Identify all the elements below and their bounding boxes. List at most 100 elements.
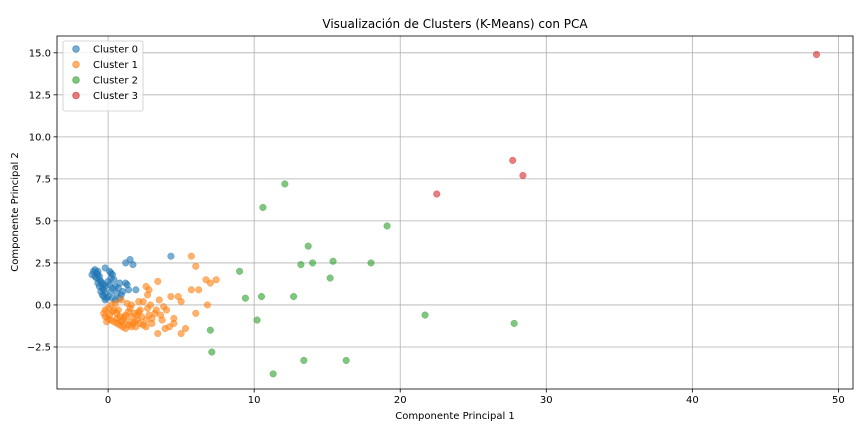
x-tick-label: 40 <box>686 395 699 406</box>
data-point <box>187 252 195 260</box>
data-point <box>123 318 131 326</box>
data-point <box>103 318 111 326</box>
data-point <box>342 356 350 364</box>
data-point <box>253 316 261 324</box>
data-point <box>433 190 441 198</box>
data-point <box>290 292 298 301</box>
legend-label: Cluster 1 <box>93 60 138 71</box>
data-point <box>144 291 152 299</box>
data-point <box>167 252 175 260</box>
x-tick-label: 0 <box>105 395 111 406</box>
data-point <box>135 298 143 306</box>
data-point <box>129 261 137 269</box>
chart-title: Visualización de Clusters (K-Means) con … <box>322 17 588 31</box>
data-point <box>161 324 169 333</box>
legend-marker <box>72 76 80 84</box>
data-point <box>195 286 203 294</box>
data-point <box>208 348 216 356</box>
y-tick-label: 2.5 <box>35 258 51 269</box>
data-point <box>110 276 118 284</box>
data-point <box>111 299 119 307</box>
data-point <box>132 323 140 331</box>
data-point <box>329 257 337 265</box>
data-point <box>142 282 150 291</box>
data-point <box>154 329 162 338</box>
data-point <box>206 326 214 334</box>
data-point <box>113 314 121 322</box>
y-tick-label: −2.5 <box>27 342 51 353</box>
plot-frame <box>56 35 854 390</box>
data-point <box>155 296 163 304</box>
legend-marker <box>72 60 80 69</box>
data-point <box>510 319 518 327</box>
data-points <box>88 50 821 378</box>
data-point <box>206 279 214 287</box>
data-point <box>304 242 312 250</box>
data-point <box>167 292 175 301</box>
data-point <box>259 203 267 212</box>
x-tick-label: 30 <box>540 395 553 406</box>
data-point <box>122 259 130 267</box>
legend-label: Cluster 3 <box>93 91 138 102</box>
data-point <box>257 292 266 301</box>
data-point <box>101 264 109 272</box>
data-point <box>269 370 277 378</box>
grid-lines <box>57 36 853 389</box>
data-point <box>135 308 143 316</box>
data-point <box>107 269 115 277</box>
x-tick-label: 20 <box>394 395 407 406</box>
series-2-points <box>206 180 518 378</box>
y-tick-label: 15.0 <box>29 48 51 59</box>
data-point <box>157 311 165 319</box>
data-point <box>95 272 103 280</box>
data-point <box>212 276 220 284</box>
data-point <box>154 277 162 285</box>
data-point <box>162 306 171 314</box>
data-point <box>519 171 527 180</box>
legend: Cluster 0 Cluster 1 Cluster 2 Cluster 3 <box>62 40 144 112</box>
data-point <box>297 261 305 269</box>
data-point <box>148 319 156 327</box>
data-point <box>383 222 391 230</box>
data-point <box>236 267 244 275</box>
legend-marker <box>72 91 80 100</box>
legend-label: Cluster 2 <box>93 76 138 87</box>
y-tick-label: 0.0 <box>35 300 51 311</box>
y-tick-label: 12.5 <box>29 90 51 101</box>
data-point <box>326 274 334 282</box>
data-point <box>281 180 289 188</box>
data-point <box>117 296 125 304</box>
data-point <box>181 324 190 333</box>
data-point <box>125 286 133 294</box>
data-point <box>106 311 114 319</box>
data-point <box>509 156 517 164</box>
y-tick-label: 10.0 <box>29 132 51 143</box>
data-point <box>114 284 122 292</box>
y-tick-label: 5.0 <box>35 216 51 227</box>
x-tick-label: 50 <box>832 395 845 406</box>
data-point <box>142 323 150 331</box>
data-point <box>152 306 160 314</box>
y-tick-label: 7.5 <box>35 174 51 185</box>
data-point <box>203 301 211 309</box>
data-point <box>174 292 182 301</box>
series-3-points <box>433 50 821 198</box>
data-point <box>367 259 375 267</box>
data-point <box>144 304 152 312</box>
legend-marker <box>72 45 80 53</box>
data-point <box>170 319 178 327</box>
legend-box <box>62 40 144 112</box>
data-point <box>192 262 200 270</box>
data-point <box>126 304 134 312</box>
data-point <box>192 309 200 317</box>
data-point <box>177 329 185 338</box>
x-tick-label: 10 <box>248 395 261 406</box>
data-point <box>309 259 317 267</box>
y-axis-title: Componente Principal 2 <box>10 152 21 272</box>
legend-label: Cluster 0 <box>93 45 138 56</box>
axis-ticks: 0 10 20 30 40 50 −2.5 0.0 2.5 5.0 7.5 10.0 12.5 15.0 <box>27 48 845 406</box>
x-axis-title: Componente Principal 1 <box>395 411 515 422</box>
data-point <box>94 279 102 287</box>
